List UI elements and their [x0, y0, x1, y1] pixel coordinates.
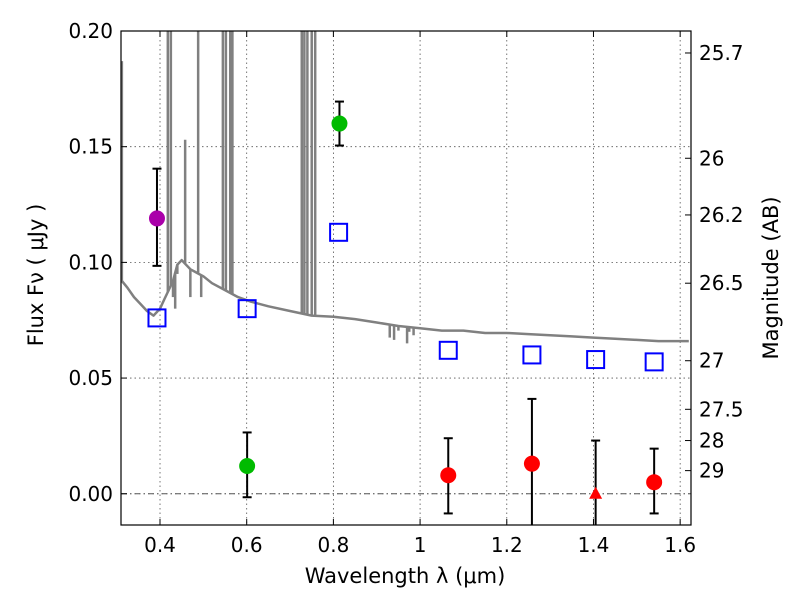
- x-tick-label: 1.2: [491, 533, 523, 557]
- model-photometry-point: [147, 308, 167, 328]
- y-tick-label: 0.15: [68, 135, 113, 159]
- y-tick-label: 0.10: [68, 250, 113, 274]
- data-marks-layer: [147, 100, 664, 525]
- photometry-red-point: [440, 467, 457, 484]
- x-axis-title: Wavelength λ (μm): [305, 564, 506, 588]
- x-tick-label: 0.8: [317, 533, 349, 557]
- y-tick-label: 0.20: [68, 19, 113, 43]
- x-axis-ticks: 0.4 0.6 0.8 1 1.2 1.4 1.6: [144, 31, 696, 557]
- spectrum-continuum: [120, 258, 689, 343]
- model-photometry-point: [438, 340, 458, 360]
- x-tick-label: 1.4: [578, 533, 610, 557]
- magnitude-tick-label: 27: [699, 349, 724, 373]
- model-spectrum-layer: [120, 31, 689, 344]
- model-photometry-point: [237, 299, 257, 319]
- right-axis-title: Magnitude (AB): [759, 196, 783, 359]
- photometry-green-point: [239, 457, 256, 474]
- magnitude-tick-label: 25.7: [699, 41, 744, 65]
- magnitude-tick-label: 29: [699, 459, 724, 483]
- magnitude-tick-label: 27.5: [699, 397, 744, 421]
- x-tick-label: 0.6: [231, 533, 263, 557]
- y-tick-label: 0.05: [68, 366, 113, 390]
- photometry-red-point: [523, 455, 540, 472]
- x-tick-label: 1: [414, 533, 427, 557]
- photometry-green-point: [331, 115, 348, 132]
- y-axis-title: Flux Fν ( μJy ): [24, 204, 48, 347]
- x-tick-label: 0.4: [144, 533, 176, 557]
- y-axis-ticks: 0.00 0.05 0.10 0.15 0.20: [68, 19, 127, 506]
- model-photometry-point: [329, 222, 349, 242]
- x-tick-label: 1.6: [664, 533, 696, 557]
- magnitude-tick-label: 26.5: [699, 271, 744, 295]
- model-photometry-point: [586, 350, 606, 370]
- plot-frame: [120, 30, 692, 526]
- model-photometry-point: [522, 345, 542, 365]
- magnitude-tick-label: 26: [699, 146, 724, 170]
- photometry-violet-point: [148, 210, 165, 227]
- magnitude-tick-label: 26.2: [699, 203, 744, 227]
- photometry-red-point: [646, 474, 663, 491]
- magnitude-tick-label: 28: [699, 429, 724, 453]
- magnitude-axis-ticks: 25.7 26 26.2 26.5 27 27.5 28 29: [685, 41, 744, 483]
- y-tick-label: 0.00: [68, 482, 113, 506]
- model-photometry-point: [644, 352, 664, 372]
- upper-limit-red-point: [589, 486, 603, 499]
